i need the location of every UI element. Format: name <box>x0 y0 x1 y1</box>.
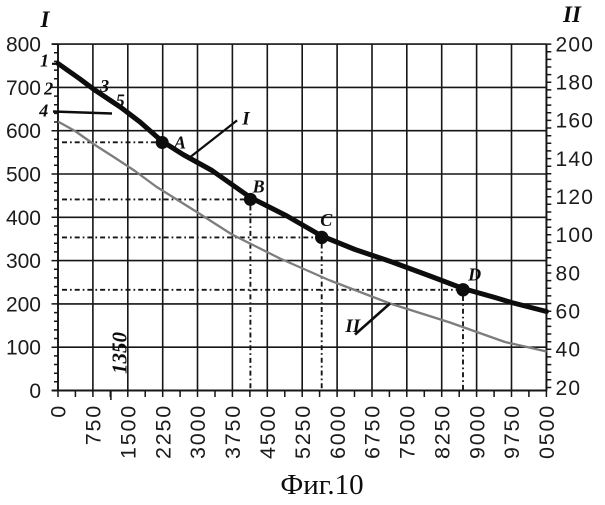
svg-text:120: 120 <box>556 186 595 209</box>
svg-text:4500: 4500 <box>256 404 280 459</box>
svg-text:300: 300 <box>6 250 41 273</box>
svg-text:600: 600 <box>6 120 41 143</box>
svg-text:2250: 2250 <box>151 404 175 459</box>
svg-text:6750: 6750 <box>361 404 385 459</box>
svg-text:0500: 0500 <box>535 404 559 459</box>
svg-text:700: 700 <box>6 77 41 100</box>
svg-text:9000: 9000 <box>465 404 489 459</box>
svg-text:II: II <box>562 2 582 27</box>
svg-text:B: B <box>252 177 265 197</box>
svg-text:II: II <box>344 316 360 337</box>
svg-text:40: 40 <box>556 339 582 362</box>
svg-text:4: 4 <box>38 101 48 121</box>
svg-text:0: 0 <box>29 380 41 403</box>
svg-text:5: 5 <box>116 91 125 111</box>
svg-text:2: 2 <box>43 79 53 99</box>
svg-text:20: 20 <box>556 377 582 400</box>
svg-text:800: 800 <box>6 34 41 57</box>
svg-text:80: 80 <box>556 262 582 285</box>
svg-text:I: I <box>40 7 51 32</box>
svg-text:200: 200 <box>6 293 41 316</box>
svg-text:1: 1 <box>40 51 49 71</box>
svg-text:A: A <box>173 133 186 153</box>
svg-text:100: 100 <box>556 224 595 247</box>
svg-text:1500: 1500 <box>117 404 141 459</box>
svg-text:6000: 6000 <box>326 404 350 459</box>
svg-text:400: 400 <box>6 207 41 230</box>
svg-text:8250: 8250 <box>430 404 454 459</box>
svg-text:160: 160 <box>556 110 595 133</box>
svg-text:C: C <box>320 210 333 230</box>
svg-text:7500: 7500 <box>396 404 420 459</box>
svg-text:750: 750 <box>82 404 106 445</box>
svg-text:1350: 1350 <box>108 332 132 375</box>
svg-text:200: 200 <box>556 33 595 56</box>
svg-text:Фиг.10: Фиг.10 <box>280 469 363 500</box>
svg-text:60: 60 <box>556 301 582 324</box>
svg-text:180: 180 <box>556 72 595 95</box>
svg-text:500: 500 <box>6 164 41 187</box>
svg-text:100: 100 <box>6 337 41 360</box>
svg-text:9750: 9750 <box>500 404 524 459</box>
svg-text:5250: 5250 <box>291 404 315 459</box>
svg-text:I: I <box>241 109 250 130</box>
svg-text:3: 3 <box>99 76 109 96</box>
svg-text:140: 140 <box>556 148 595 171</box>
svg-text:D: D <box>467 265 481 285</box>
svg-text:3750: 3750 <box>221 404 245 459</box>
svg-text:3000: 3000 <box>186 404 210 459</box>
svg-text:0: 0 <box>47 404 71 418</box>
